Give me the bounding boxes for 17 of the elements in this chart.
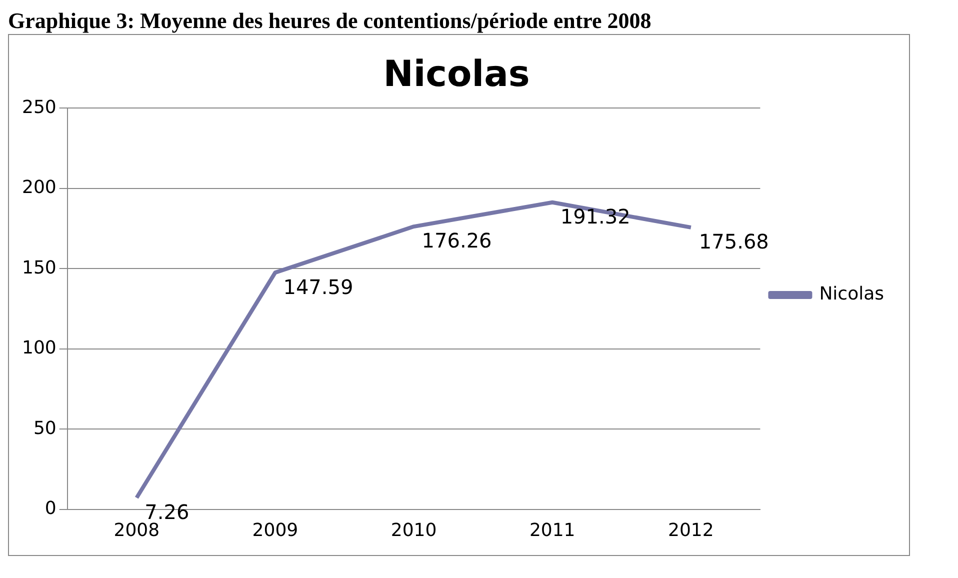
x-tick-label: 2011 bbox=[529, 520, 576, 541]
x-tick-label: 2012 bbox=[668, 520, 714, 541]
y-tick-label: 250 bbox=[22, 96, 56, 118]
text: Graphique 3: Moyenne des heures de contentions/période entre 2008 bbox=[8, 8, 652, 34]
y-tick-label: 200 bbox=[22, 177, 56, 198]
y-tick-label: 0 bbox=[44, 498, 56, 520]
data-label: 147.59 bbox=[283, 274, 354, 299]
chart-title: Nicolas bbox=[383, 54, 530, 95]
data-label: 191.32 bbox=[560, 204, 630, 229]
y-tick-label: 100 bbox=[22, 338, 56, 359]
y-tick-label: 50 bbox=[33, 418, 56, 439]
data-label: 175.68 bbox=[698, 230, 769, 254]
y-tick-label: 150 bbox=[22, 257, 56, 278]
data-label: 176.26 bbox=[422, 228, 492, 253]
x-tick-label: 2009 bbox=[252, 520, 298, 541]
legend-label: Nicolas bbox=[819, 284, 884, 305]
x-tick-label: 2010 bbox=[390, 520, 437, 541]
